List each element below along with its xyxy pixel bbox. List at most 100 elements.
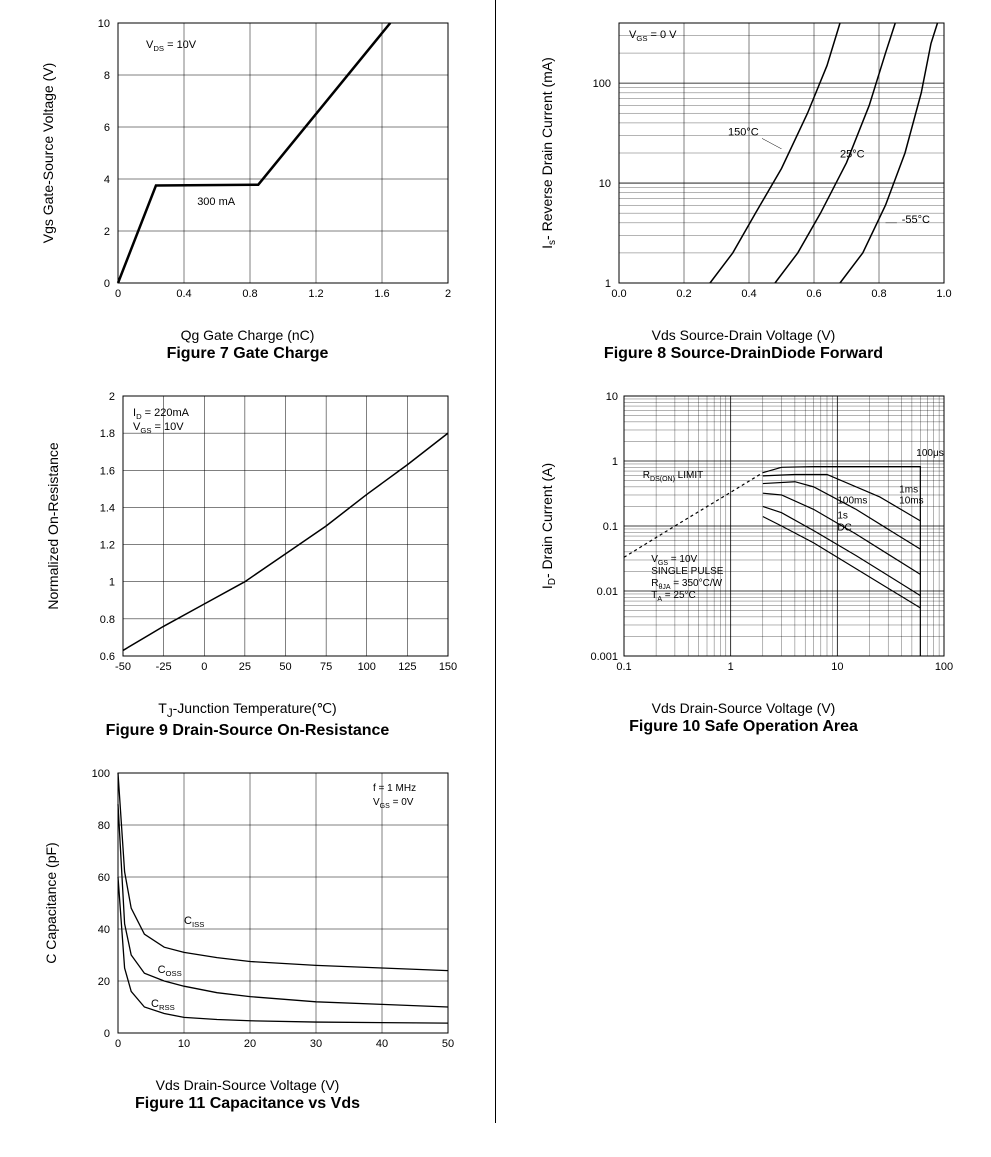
figure-8: 0.00.20.40.60.81.0110100VGS = 0 V150°C25…: [524, 8, 964, 363]
svg-text:20: 20: [97, 976, 109, 988]
svg-text:20: 20: [243, 1038, 255, 1050]
svg-text:COSS: COSS: [157, 964, 181, 978]
svg-text:1.6: 1.6: [99, 465, 114, 477]
svg-text:10: 10: [97, 18, 109, 30]
svg-text:0.1: 0.1: [616, 661, 631, 673]
svg-text:VGS = 10V: VGS = 10V: [133, 421, 184, 435]
svg-text:1.0: 1.0: [936, 288, 951, 300]
svg-text:8: 8: [103, 70, 109, 82]
svg-text:0: 0: [114, 1038, 120, 1050]
fig8-caption: Figure 8 Source-DrainDiode Forward: [524, 345, 964, 363]
svg-text:0.8: 0.8: [99, 614, 114, 626]
svg-text:25°C: 25°C: [840, 149, 865, 161]
svg-text:f = 1 MHz: f = 1 MHz: [373, 783, 416, 794]
datasheet-page: 00.40.81.21.620246810VDS = 10V300 mAVgs …: [0, 0, 991, 1123]
svg-text:1.6: 1.6: [374, 288, 389, 300]
fig7-caption: Figure 7 Gate Charge: [28, 345, 468, 363]
svg-text:1.4: 1.4: [99, 502, 114, 514]
figure-7: 00.40.81.21.620246810VDS = 10V300 mAVgs …: [28, 8, 468, 363]
svg-text:40: 40: [375, 1038, 387, 1050]
svg-text:0: 0: [114, 288, 120, 300]
svg-text:40: 40: [97, 924, 109, 936]
fig8-xlabel: Vds Source-Drain Voltage (V): [524, 327, 964, 343]
fig10-xlabel: Vds Drain-Source Voltage (V): [524, 700, 964, 716]
svg-text:2: 2: [108, 391, 114, 403]
fig9-svg: -50-2502550751001251500.60.811.21.41.61.…: [28, 381, 468, 691]
svg-text:0: 0: [103, 278, 109, 290]
svg-text:2: 2: [444, 288, 450, 300]
svg-text:1s: 1s: [837, 511, 848, 522]
figure-11: 0 10 20 30 40 50 0 20 40 60 80 100 f = 1 MHz VGS = 0V…: [28, 758, 468, 1113]
svg-text:100: 100: [934, 661, 952, 673]
fig9-caption: Figure 9 Drain-Source On-Resistance: [28, 722, 468, 740]
svg-text:1: 1: [108, 577, 114, 589]
figure-10: 0.11101000.0010.010.1110100μs1ms10ms100m…: [524, 381, 964, 736]
svg-text:30: 30: [309, 1038, 321, 1050]
svg-text:10: 10: [831, 661, 843, 673]
svg-text:C Capacitance (pF): C Capacitance (pF): [43, 842, 59, 963]
svg-text:100ms: 100ms: [837, 496, 867, 507]
svg-text:0: 0: [103, 1028, 109, 1040]
svg-text:CISS: CISS: [184, 915, 204, 929]
fig8-svg: 0.00.20.40.60.81.0110100VGS = 0 V150°C25…: [524, 8, 964, 318]
svg-text:-55°C: -55°C: [901, 214, 929, 226]
svg-text:0.4: 0.4: [176, 288, 191, 300]
svg-text:0.4: 0.4: [741, 288, 756, 300]
fig11-xlabel: Vds Drain-Source Voltage (V): [28, 1077, 468, 1093]
svg-text:100: 100: [91, 768, 109, 780]
svg-text:-50: -50: [115, 661, 131, 673]
svg-text:10: 10: [177, 1038, 189, 1050]
left-column: 00.40.81.21.620246810VDS = 10V300 mAVgs …: [0, 0, 495, 1123]
svg-text:1: 1: [727, 661, 733, 673]
svg-text:300 mA: 300 mA: [197, 196, 236, 208]
fig10-svg: 0.11101000.0010.010.1110100μs1ms10ms100m…: [524, 381, 964, 691]
svg-text:6: 6: [103, 122, 109, 134]
svg-text:0.6: 0.6: [806, 288, 821, 300]
svg-text:SINGLE PULSE: SINGLE PULSE: [651, 566, 724, 577]
svg-text:0.0: 0.0: [611, 288, 626, 300]
svg-text:100: 100: [592, 78, 610, 90]
fig10-caption: Figure 10 Safe Operation Area: [524, 718, 964, 736]
svg-text:0: 0: [201, 661, 207, 673]
fig11-caption: Figure 11 Capacitance vs Vds: [28, 1095, 468, 1113]
svg-text:60: 60: [97, 872, 109, 884]
fig9-xlabel: TJ-Junction Temperature(℃): [28, 700, 468, 720]
svg-text:DC: DC: [837, 523, 851, 534]
svg-text:ID = 220mA: ID = 220mA: [133, 407, 190, 421]
svg-text:75: 75: [320, 661, 332, 673]
svg-text:-25: -25: [155, 661, 171, 673]
svg-text:Normalized On-Resistance: Normalized On-Resistance: [45, 442, 61, 609]
svg-text:50: 50: [279, 661, 291, 673]
svg-text:VDS = 10V: VDS = 10V: [146, 39, 197, 53]
svg-text:2: 2: [103, 226, 109, 238]
fig7-svg: 00.40.81.21.620246810VDS = 10V300 mAVgs …: [28, 8, 468, 318]
svg-text:125: 125: [398, 661, 416, 673]
svg-text:1ms: 1ms: [899, 484, 918, 495]
svg-text:VGS = 0 V: VGS = 0 V: [629, 29, 677, 43]
svg-text:150: 150: [438, 661, 456, 673]
svg-text:10ms: 10ms: [899, 496, 923, 507]
figure-9: -50-2502550751001251500.60.811.21.41.61.…: [28, 381, 468, 740]
svg-text:50: 50: [441, 1038, 453, 1050]
svg-text:100: 100: [357, 661, 375, 673]
svg-text:1: 1: [604, 278, 610, 290]
right-column: 0.00.20.40.60.81.0110100VGS = 0 V150°C25…: [496, 0, 991, 1123]
svg-text:Is- Reverse Drain Current (mA): Is- Reverse Drain Current (mA): [539, 57, 558, 249]
svg-text:80: 80: [97, 820, 109, 832]
svg-text:0.2: 0.2: [676, 288, 691, 300]
svg-text:0.001: 0.001: [590, 651, 618, 663]
svg-text:0.1: 0.1: [602, 521, 617, 533]
svg-text:1.2: 1.2: [308, 288, 323, 300]
svg-text:VGS = 0V: VGS = 0V: [373, 797, 414, 810]
svg-text:0.01: 0.01: [596, 586, 617, 598]
svg-text:ID- Drain Current (A): ID- Drain Current (A): [539, 463, 558, 589]
svg-text:0.6: 0.6: [99, 651, 114, 663]
svg-text:150°C: 150°C: [728, 126, 759, 138]
fig7-xlabel: Qg Gate Charge (nC): [28, 327, 468, 343]
svg-text:1: 1: [611, 456, 617, 468]
svg-text:CRSS: CRSS: [151, 998, 175, 1012]
svg-text:RDS(ON) LIMIT: RDS(ON) LIMIT: [642, 470, 702, 483]
svg-text:4: 4: [103, 174, 109, 186]
svg-text:25: 25: [238, 661, 250, 673]
svg-text:0.8: 0.8: [242, 288, 257, 300]
